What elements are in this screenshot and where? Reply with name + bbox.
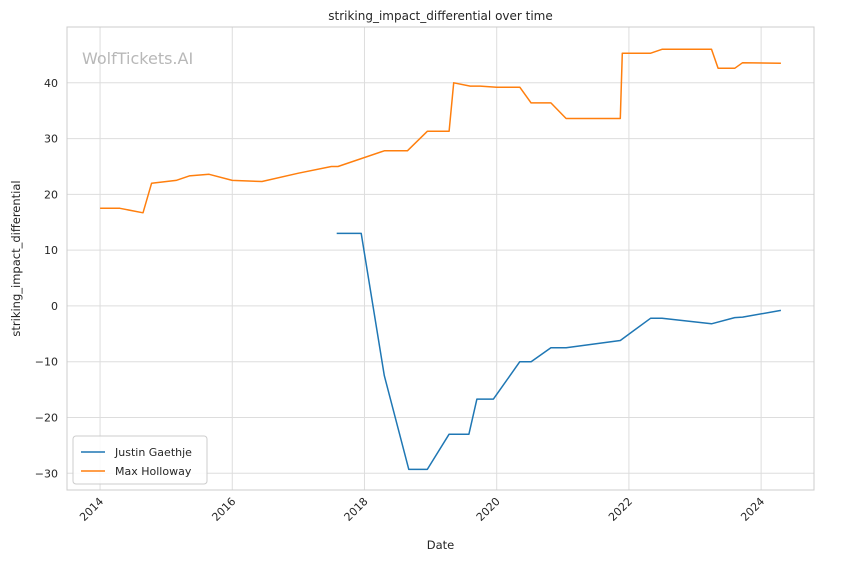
y-tick-label: 20 bbox=[44, 188, 58, 201]
x-tick-label: 2022 bbox=[606, 495, 635, 524]
legend: Justin Gaethje Max Holloway bbox=[72, 435, 208, 485]
y-tick-label: −10 bbox=[35, 356, 58, 369]
y-tick-label: 40 bbox=[44, 77, 58, 90]
legend-label: Max Holloway bbox=[115, 465, 192, 478]
legend-box bbox=[72, 435, 208, 485]
y-tick-label: 0 bbox=[51, 300, 58, 313]
grid bbox=[67, 27, 814, 490]
chart-title: striking_impact_differential over time bbox=[328, 9, 553, 23]
series-line-2 bbox=[100, 48, 781, 214]
y-axis-label: striking_impact_differential bbox=[9, 180, 23, 336]
x-tick-label: 2024 bbox=[738, 495, 767, 524]
y-tick-label: −20 bbox=[35, 411, 58, 424]
y-axis-ticks: −30 −20 −10 0 10 20 30 40 bbox=[35, 77, 58, 480]
watermark: WolfTickets.AI bbox=[82, 49, 193, 68]
x-tick-label: 2018 bbox=[342, 495, 371, 524]
y-tick-label: −30 bbox=[35, 467, 58, 480]
plot-area bbox=[66, 26, 815, 491]
y-tick-label: 10 bbox=[44, 244, 58, 257]
series-line-1 bbox=[336, 232, 782, 471]
y-tick-label: 30 bbox=[44, 133, 58, 146]
x-tick-label: 2016 bbox=[209, 495, 238, 524]
x-axis-label: Date bbox=[427, 538, 455, 552]
x-axis-ticks: 2014 2016 2018 2020 2022 2024 bbox=[77, 495, 767, 524]
x-tick-label: 2020 bbox=[474, 495, 503, 524]
legend-label: Justin Gaethje bbox=[114, 446, 192, 459]
series-lines bbox=[100, 48, 782, 471]
x-tick-label: 2014 bbox=[77, 495, 106, 524]
